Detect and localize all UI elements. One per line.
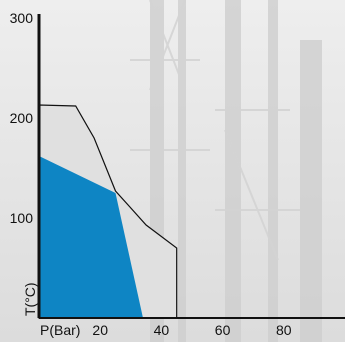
x-tick-label: 40 bbox=[154, 322, 170, 338]
y-tick-label: 300 bbox=[10, 10, 34, 26]
x-tick-label: 20 bbox=[92, 322, 108, 338]
x-tick-label: 60 bbox=[215, 322, 231, 338]
y-axis-title: T(°C) bbox=[22, 282, 38, 316]
x-tick-label: 80 bbox=[276, 322, 292, 338]
y-tick-label: 100 bbox=[10, 210, 34, 226]
series-region-2 bbox=[39, 156, 143, 318]
y-tick-label: 200 bbox=[10, 110, 34, 126]
x-axis-title: P(Bar) bbox=[40, 322, 80, 338]
